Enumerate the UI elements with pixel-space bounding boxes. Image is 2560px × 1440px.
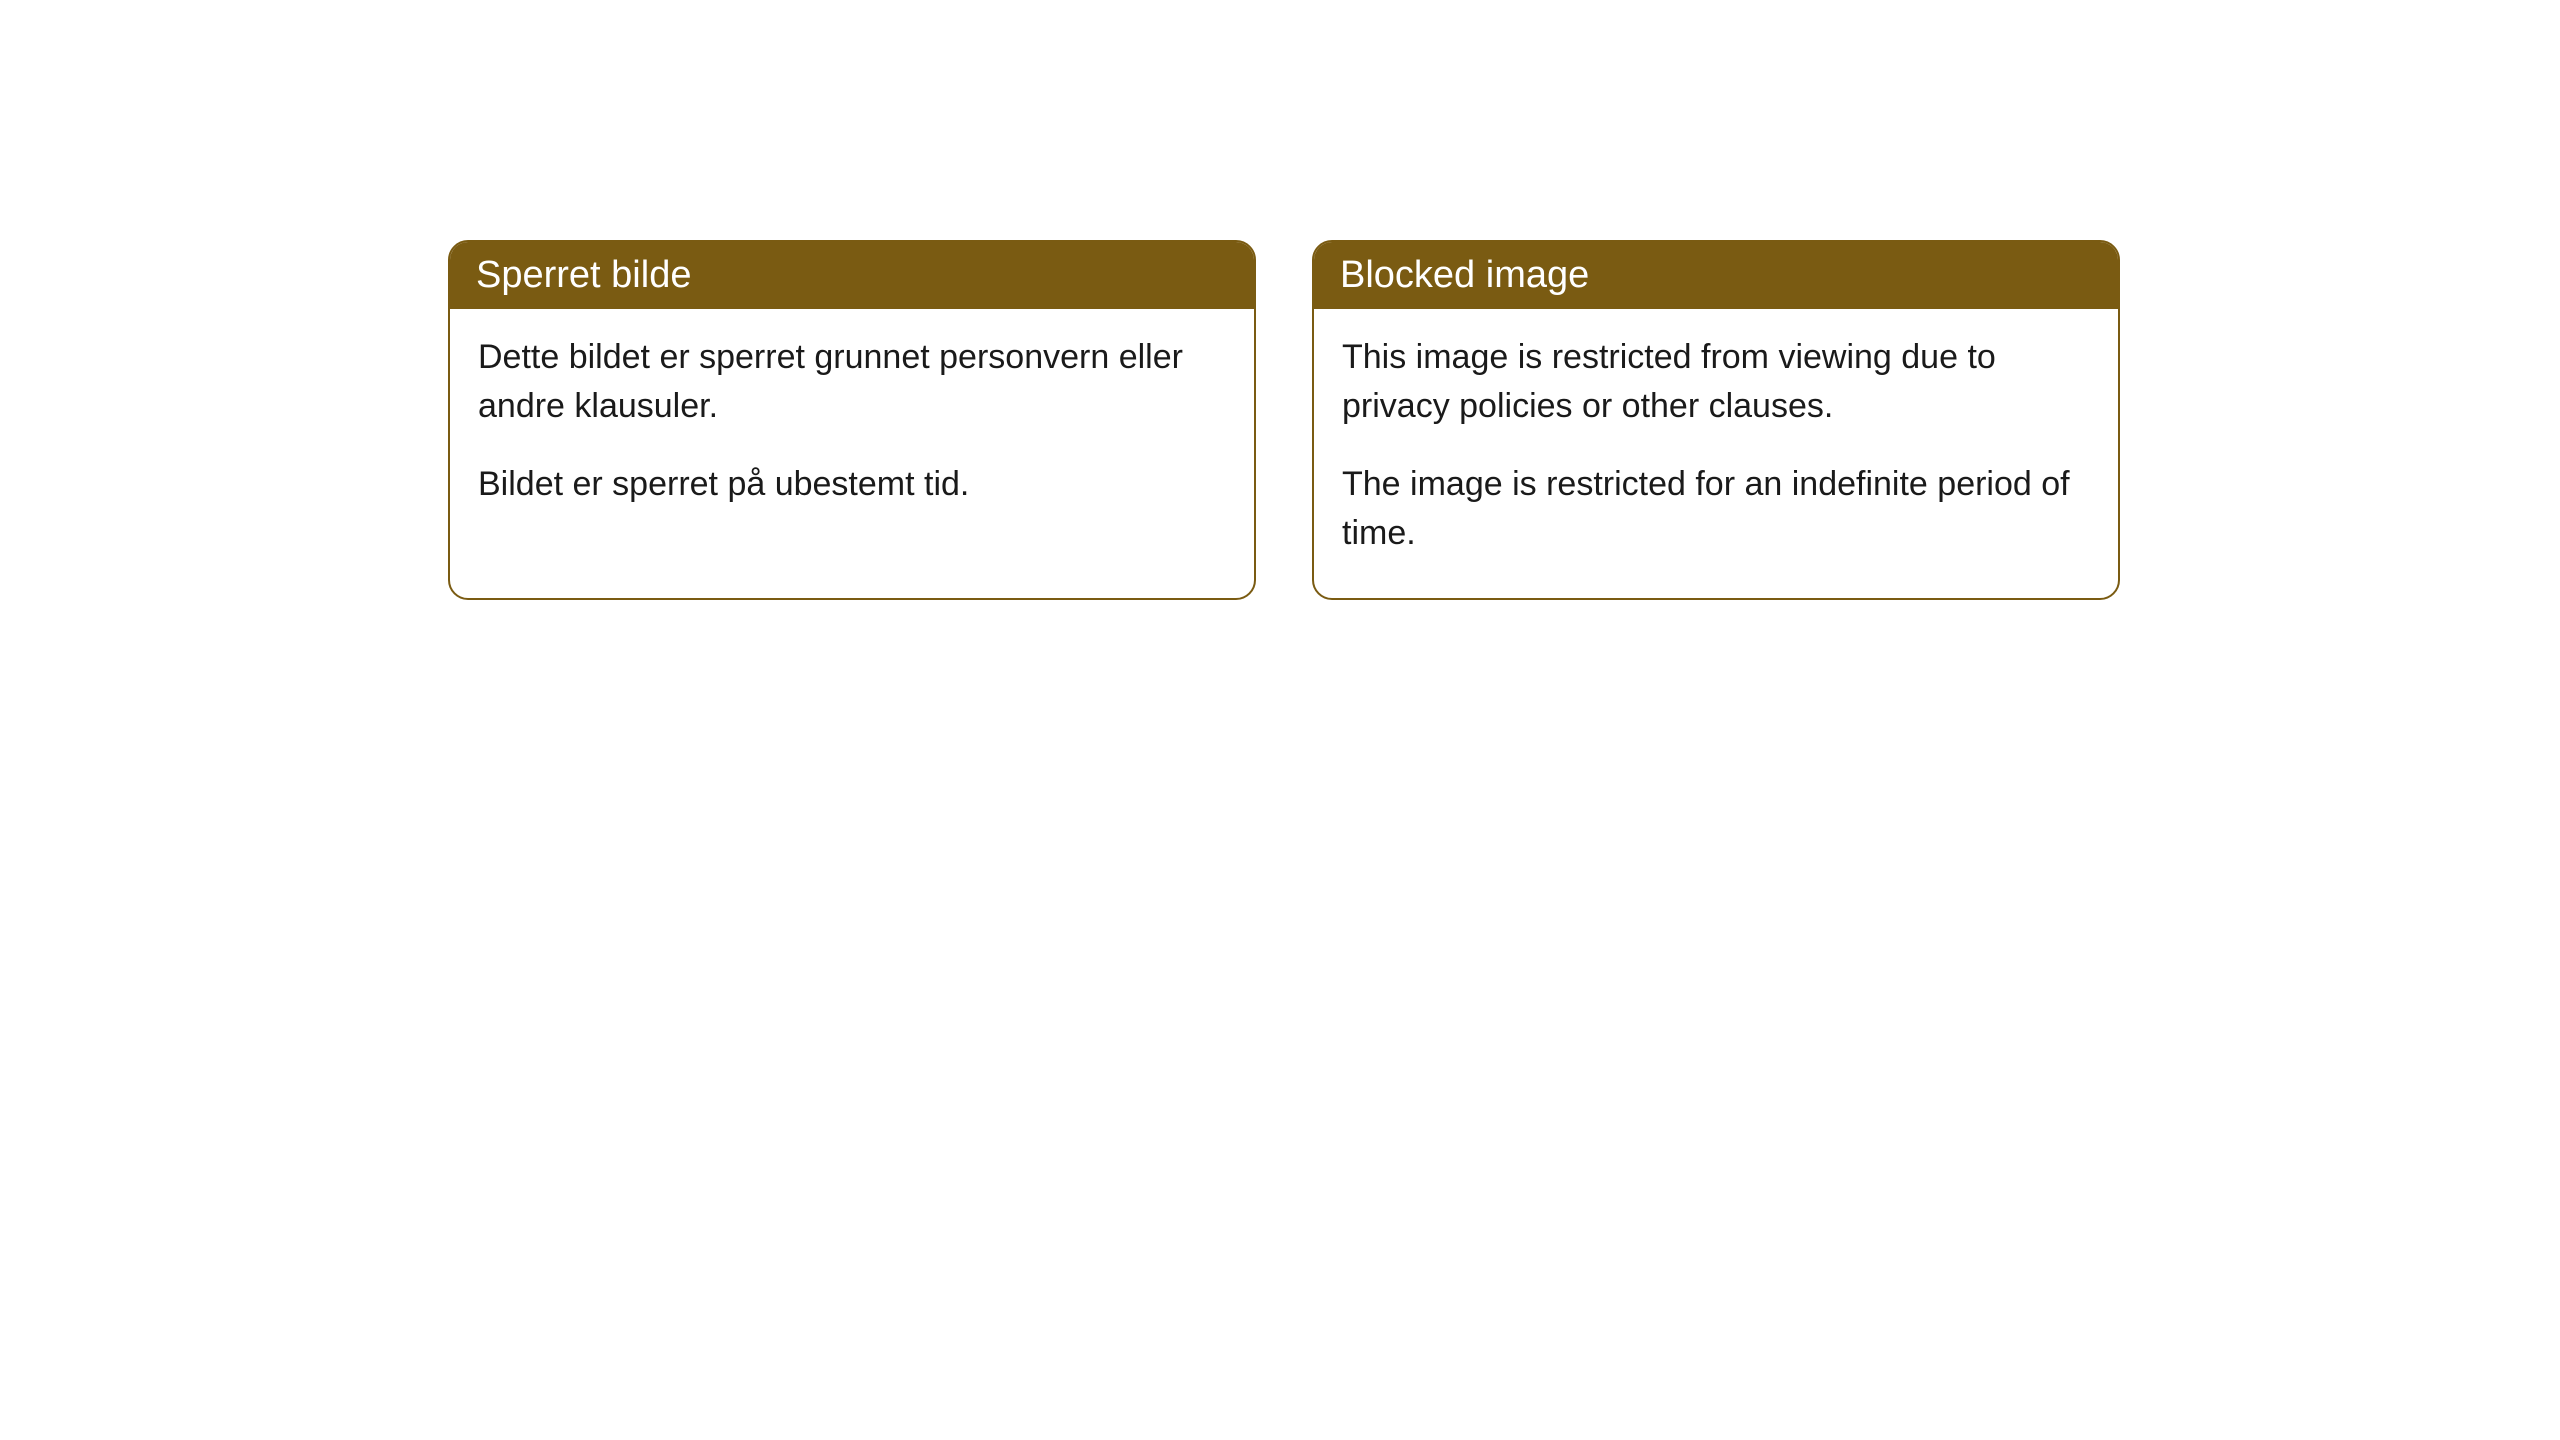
notice-paragraph: Bildet er sperret på ubestemt tid. — [478, 460, 1226, 509]
blocked-image-card-norwegian: Sperret bilde Dette bildet er sperret gr… — [448, 240, 1256, 600]
notice-paragraph: This image is restricted from viewing du… — [1342, 333, 2090, 432]
card-body: Dette bildet er sperret grunnet personve… — [450, 309, 1254, 549]
notice-paragraph: The image is restricted for an indefinit… — [1342, 460, 2090, 559]
card-header: Sperret bilde — [450, 242, 1254, 309]
card-title: Sperret bilde — [476, 254, 691, 296]
card-title: Blocked image — [1340, 254, 1589, 296]
blocked-image-card-english: Blocked image This image is restricted f… — [1312, 240, 2120, 600]
card-header: Blocked image — [1314, 242, 2118, 309]
notice-cards-container: Sperret bilde Dette bildet er sperret gr… — [448, 240, 2120, 600]
card-body: This image is restricted from viewing du… — [1314, 309, 2118, 598]
notice-paragraph: Dette bildet er sperret grunnet personve… — [478, 333, 1226, 432]
